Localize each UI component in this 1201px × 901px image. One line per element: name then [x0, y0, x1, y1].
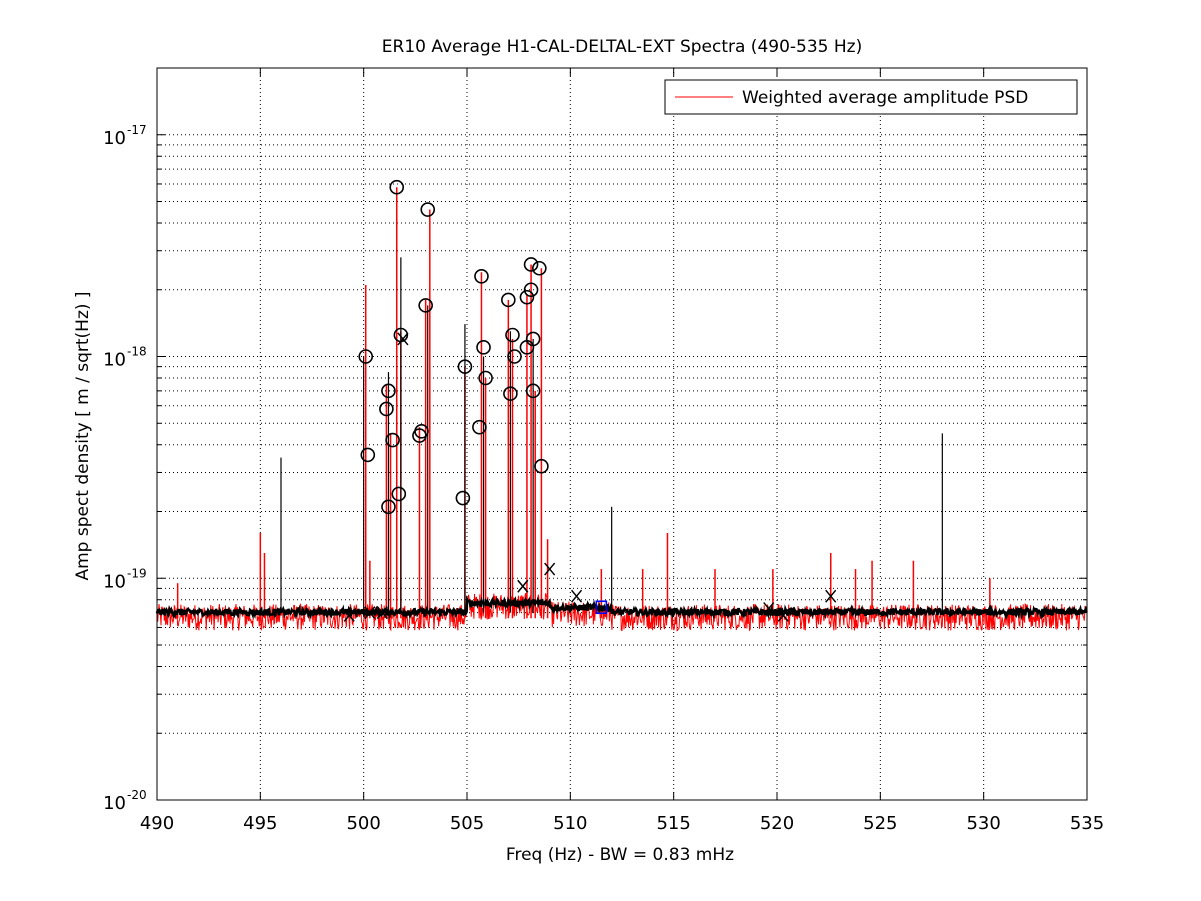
marker-o [418, 298, 433, 313]
marker-o [478, 370, 493, 386]
marker-o [519, 289, 535, 305]
y-tick-label: 10 [103, 793, 126, 814]
y-tick-exponent: -18 [127, 345, 147, 359]
grid [157, 68, 1087, 800]
marker-o [474, 268, 489, 284]
marker-x [777, 608, 789, 622]
x-tick-label: 515 [656, 813, 690, 834]
marker-d [595, 600, 608, 615]
marker-x [544, 562, 556, 576]
marker-o [507, 349, 522, 364]
series-layer [155, 187, 1088, 632]
x-tick-label: 505 [450, 813, 484, 834]
legend: Weighted average amplitude PSD [664, 79, 1078, 115]
y-tick-base: 10 [103, 350, 126, 371]
y-tick-exponent: -19 [127, 566, 147, 580]
marker-x [570, 589, 583, 603]
marker-o [381, 383, 396, 399]
marker-o [457, 359, 473, 374]
marker-o [379, 401, 394, 417]
marker-o [385, 432, 400, 448]
x-tick-label: 495 [243, 813, 277, 834]
series-line-black [155, 594, 1088, 621]
y-tick-exponent: -20 [127, 788, 147, 802]
y-axis-title: Amp spect density [ m / sqrt(Hz) ] [73, 291, 93, 580]
marker-o [501, 292, 516, 308]
y-tick-label: 10 [103, 128, 126, 149]
marker-x-stroke [364, 606, 376, 620]
x-tick-label: 520 [760, 813, 794, 834]
marker-x [763, 602, 775, 616]
marker-x-stroke [763, 602, 775, 616]
marker-o [420, 202, 436, 217]
marker-o [523, 282, 539, 298]
marker-x-stroke [570, 589, 583, 603]
marker-x-stroke [777, 608, 789, 622]
y-tick-label: 10 [103, 350, 126, 371]
marker-o [455, 490, 471, 506]
marker-x [517, 579, 529, 593]
marker-x [364, 606, 376, 620]
marker-x [376, 606, 388, 620]
marker-x [343, 608, 355, 622]
marker-o [503, 386, 518, 401]
chart-title: ER10 Average H1-CAL-DELTAL-EXT Spectra (… [382, 37, 862, 57]
x-axis-title: Freq (Hz) - BW = 0.83 mHz [506, 845, 734, 865]
x-tick-label: 525 [863, 813, 897, 834]
legend-label: Weighted average amplitude PSD [742, 88, 1028, 108]
marker-x [825, 589, 837, 603]
tick-marks [156, 67, 1088, 801]
marker-o [525, 383, 541, 399]
x-tick-label: 500 [346, 813, 380, 834]
marker-x-stroke [376, 606, 388, 620]
y-tick-base: 10 [103, 128, 126, 149]
marker-o [358, 349, 374, 364]
marker-o [381, 499, 396, 515]
marker-x-stroke [517, 579, 529, 593]
x-tick-label: 530 [966, 813, 1000, 834]
y-tick-exponent: -17 [127, 123, 147, 137]
legend-box [664, 79, 1078, 115]
x-tick-label: 510 [553, 813, 587, 834]
marker-x-stroke [825, 589, 837, 603]
marker-o [505, 327, 520, 343]
marker-o [534, 458, 549, 474]
marker-layer [343, 179, 837, 622]
x-tick-label: 490 [140, 813, 174, 834]
marker-x [397, 332, 409, 346]
marker-x-stroke [343, 608, 355, 622]
marker-o [472, 419, 487, 435]
marker-x-stroke [544, 562, 556, 576]
x-tick-labels: 490 495 500 505 510 515 520 525 530 535 [140, 813, 1104, 834]
marker-x-stroke [397, 332, 409, 346]
marker-o [523, 257, 539, 272]
marker-o [391, 486, 407, 502]
y-tick-label: 10 [103, 571, 126, 592]
marker-o [532, 260, 547, 276]
y-tick-base: 10 [103, 793, 126, 814]
y-tick-base: 10 [103, 571, 126, 592]
marker-o [525, 331, 541, 347]
plot-frame [156, 67, 1088, 801]
plot-area [157, 68, 1087, 800]
x-tick-label: 535 [1070, 813, 1104, 834]
marker-o [414, 423, 429, 439]
marker-o [476, 340, 491, 355]
marker-o [360, 447, 376, 463]
marker-o [389, 179, 405, 195]
